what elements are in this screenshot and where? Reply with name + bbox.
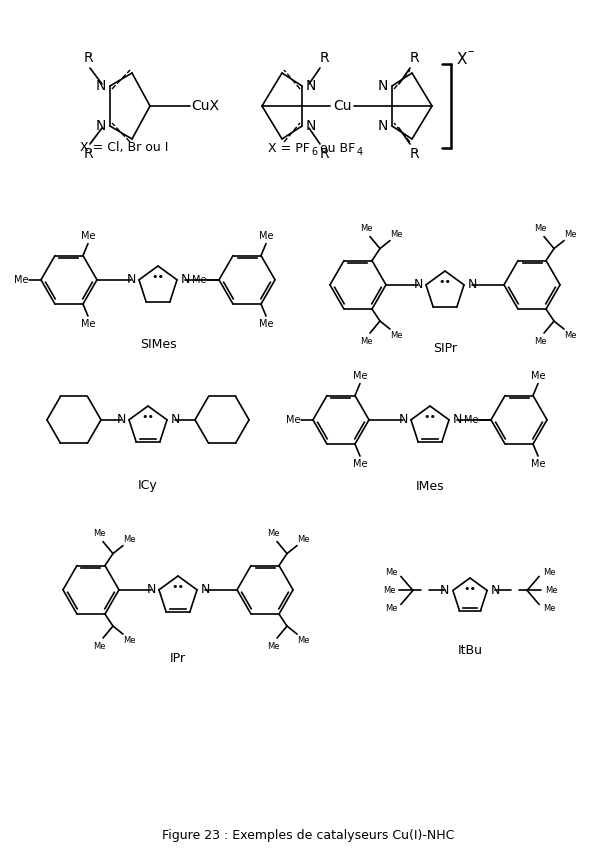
Text: Me: Me bbox=[286, 415, 300, 425]
Text: Me: Me bbox=[123, 535, 136, 544]
Text: Me: Me bbox=[259, 230, 274, 241]
Text: N: N bbox=[171, 413, 180, 426]
Text: N: N bbox=[306, 79, 316, 93]
Text: R: R bbox=[409, 147, 419, 161]
Text: N: N bbox=[146, 584, 156, 597]
Text: Me: Me bbox=[531, 371, 545, 380]
Text: N: N bbox=[468, 278, 477, 291]
Text: N: N bbox=[200, 584, 209, 597]
Text: Me: Me bbox=[464, 415, 478, 425]
Text: Me: Me bbox=[545, 586, 557, 595]
Text: Me: Me bbox=[390, 331, 402, 339]
Text: Me: Me bbox=[267, 642, 279, 650]
Text: N: N bbox=[490, 584, 500, 597]
Text: IMes: IMes bbox=[416, 480, 444, 493]
Text: ••: •• bbox=[171, 582, 185, 592]
Text: N: N bbox=[440, 584, 450, 597]
Text: SIPr: SIPr bbox=[433, 342, 457, 356]
Text: Me: Me bbox=[93, 529, 105, 538]
Text: X = Cl, Br ou I: X = Cl, Br ou I bbox=[80, 141, 168, 154]
Text: Me: Me bbox=[353, 459, 367, 469]
Text: Me: Me bbox=[543, 568, 556, 577]
Text: N: N bbox=[413, 278, 423, 291]
Text: Me: Me bbox=[390, 230, 402, 239]
Text: 4: 4 bbox=[357, 147, 363, 157]
Text: 6: 6 bbox=[311, 147, 317, 157]
Text: Me: Me bbox=[297, 636, 309, 644]
Text: R: R bbox=[319, 147, 329, 161]
Text: Me: Me bbox=[192, 275, 206, 285]
Text: ••: •• bbox=[152, 272, 164, 282]
Text: Cu: Cu bbox=[333, 99, 351, 113]
Text: Me: Me bbox=[384, 568, 397, 577]
Text: R: R bbox=[83, 51, 93, 65]
Text: N: N bbox=[116, 413, 126, 426]
Text: N: N bbox=[306, 119, 316, 133]
Text: Me: Me bbox=[534, 224, 546, 233]
Text: Me: Me bbox=[564, 331, 577, 339]
Text: Me: Me bbox=[297, 535, 309, 544]
Text: Me: Me bbox=[360, 337, 372, 346]
Text: Me: Me bbox=[564, 230, 577, 239]
Text: Me: Me bbox=[81, 230, 95, 241]
Text: Me: Me bbox=[267, 529, 279, 538]
Text: Me: Me bbox=[14, 275, 28, 285]
Text: R: R bbox=[319, 51, 329, 65]
Text: –: – bbox=[468, 46, 474, 59]
Text: Me: Me bbox=[384, 604, 397, 613]
Text: ••: •• bbox=[424, 412, 437, 422]
Text: R: R bbox=[409, 51, 419, 65]
Text: R: R bbox=[83, 147, 93, 161]
Text: Me: Me bbox=[123, 636, 136, 644]
Text: X: X bbox=[456, 53, 468, 68]
Text: Me: Me bbox=[383, 586, 395, 595]
Text: ••: •• bbox=[439, 277, 452, 287]
Text: N: N bbox=[126, 274, 136, 287]
Text: N: N bbox=[378, 79, 388, 93]
Text: Me: Me bbox=[353, 371, 367, 380]
Text: CuX: CuX bbox=[191, 99, 219, 113]
Text: N: N bbox=[378, 119, 388, 133]
Text: ••: •• bbox=[142, 412, 155, 422]
Text: SIMes: SIMes bbox=[140, 338, 176, 351]
Text: Me: Me bbox=[534, 337, 546, 346]
Text: N: N bbox=[452, 413, 462, 426]
Text: Me: Me bbox=[259, 319, 274, 329]
Text: N: N bbox=[180, 274, 190, 287]
Text: ICy: ICy bbox=[138, 480, 158, 493]
Text: N: N bbox=[96, 79, 106, 93]
Text: ••: •• bbox=[463, 584, 477, 594]
Text: Me: Me bbox=[543, 604, 556, 613]
Text: ItBu: ItBu bbox=[458, 644, 482, 657]
Text: N: N bbox=[399, 413, 408, 426]
Text: Me: Me bbox=[93, 642, 105, 650]
Text: Me: Me bbox=[81, 319, 95, 329]
Text: Me: Me bbox=[531, 459, 545, 469]
Text: ou BF: ou BF bbox=[316, 141, 355, 154]
Text: IPr: IPr bbox=[170, 651, 186, 664]
Text: N: N bbox=[96, 119, 106, 133]
Text: Me: Me bbox=[360, 224, 372, 233]
Text: Figure 23 : Exemples de catalyseurs Cu(I)-NHC: Figure 23 : Exemples de catalyseurs Cu(I… bbox=[162, 830, 454, 843]
Text: X = PF: X = PF bbox=[268, 141, 310, 154]
